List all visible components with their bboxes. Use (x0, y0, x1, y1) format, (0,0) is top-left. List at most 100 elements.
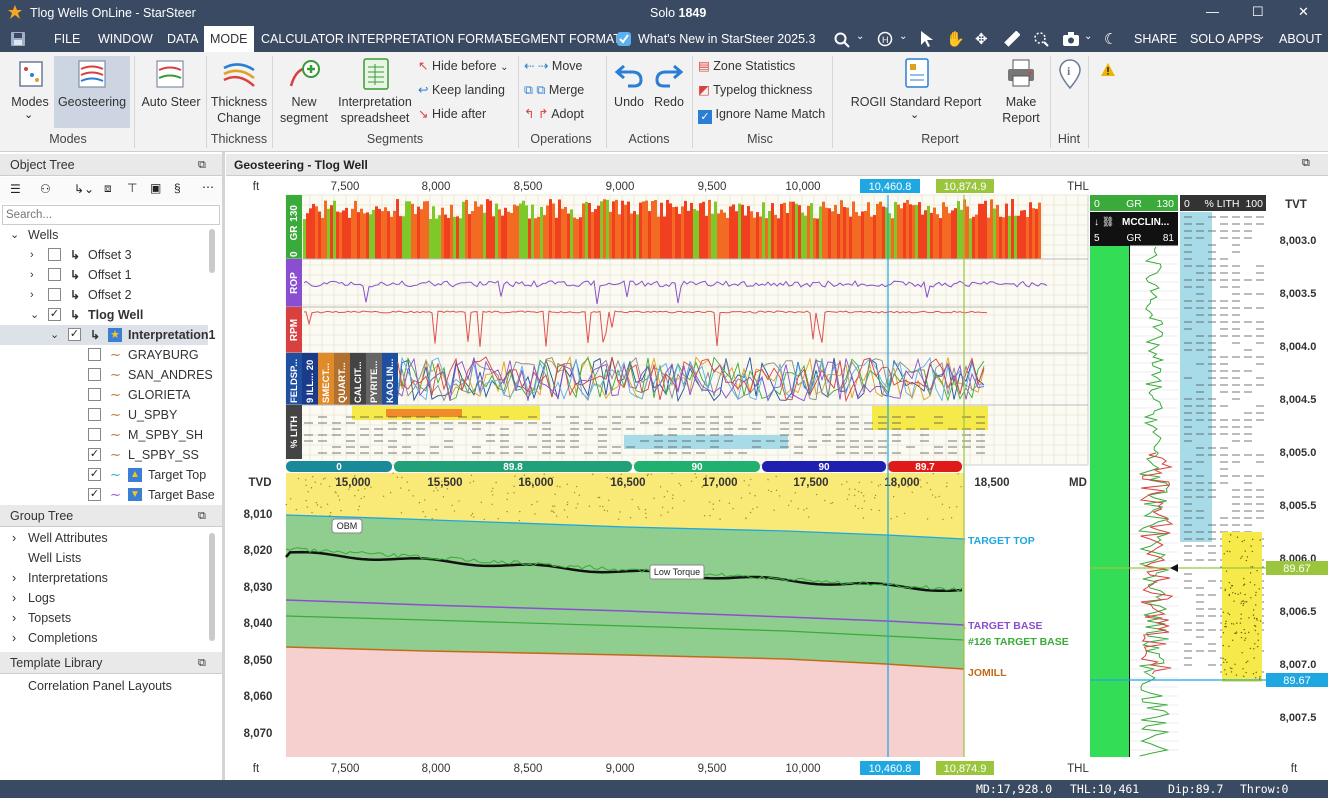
visibility-checkbox[interactable]: ✓ (88, 468, 101, 481)
group-icon[interactable]: ⚇ (40, 182, 51, 196)
undock-icon[interactable]: ⧉ (198, 657, 206, 669)
redo-icon[interactable] (654, 60, 684, 91)
visibility-checkbox[interactable] (48, 268, 61, 281)
search-icon[interactable] (834, 32, 850, 51)
chevron-down-icon[interactable]: ⌄ (50, 329, 60, 341)
chevron-down-icon[interactable]: ⌄ (500, 62, 509, 73)
object-tree-row[interactable]: ✓ ∼ ▼ Target Base (0, 485, 215, 501)
modes-icon[interactable] (18, 60, 44, 91)
interp-filter-icon[interactable]: § (174, 181, 181, 195)
geosteering-view[interactable]: ft 7,500 8,000 8,500 9,000 9,500 10,000 10,460.… (226, 177, 1328, 780)
maximize-button[interactable]: ☐ (1252, 4, 1264, 19)
chevron-down-icon[interactable]: ⌄ (24, 109, 34, 121)
pan-hand-icon[interactable]: ✋ (946, 31, 965, 48)
object-tree-row[interactable]: › ↳ Offset 3 (0, 245, 208, 265)
undock-icon[interactable]: ⧉ (198, 510, 206, 522)
panel-divider[interactable] (222, 152, 225, 780)
menu-file[interactable]: FILE (54, 32, 81, 46)
object-tree-search-input[interactable] (2, 205, 220, 225)
object-tree-row[interactable]: ∼ GLORIETA (0, 385, 208, 405)
object-tree-row[interactable]: ⌄ ✓ ↳ Tlog Well (0, 305, 208, 325)
merge-button[interactable]: ⧉ ⧉ Merge (524, 80, 584, 100)
group-tree-row[interactable]: Well Lists (0, 548, 208, 568)
object-tree-row[interactable]: ✓ ∼ L_SPBY_SS (0, 445, 208, 465)
typelog-thickness-button[interactable]: ◩ Typelog thickness (698, 80, 812, 100)
object-tree-row[interactable]: › ↳ Offset 1 (0, 265, 208, 285)
ruler-icon[interactable] (1004, 30, 1021, 50)
group-tree-row[interactable]: › Completions (0, 628, 208, 648)
camera-icon[interactable] (1062, 31, 1080, 50)
object-tree-row[interactable]: ∼ U_SPBY (0, 405, 208, 425)
chevron-right-icon[interactable]: › (30, 289, 34, 301)
move-button[interactable]: ⇠ ⇢ Move (524, 56, 582, 76)
lasso-zoom-icon[interactable] (1033, 31, 1049, 50)
chevron-down-icon[interactable]: ⌄ (1084, 31, 1093, 42)
object-tree-row[interactable]: ✓ ∼ ▲ Target Top (0, 465, 208, 485)
chevron-down-icon[interactable]: ⌄ (899, 31, 908, 42)
keep-landing-button[interactable]: ↩ Keep landing (418, 80, 505, 100)
group-tree-row[interactable]: › Interpretations (0, 568, 208, 588)
undo-icon[interactable] (614, 60, 644, 91)
modes-button[interactable]: Modes (11, 95, 49, 109)
minimize-button[interactable]: — (1206, 4, 1219, 19)
ignore-name-match-checkbox[interactable]: ✓ Ignore Name Match (698, 104, 825, 124)
object-tree-row[interactable]: ⌄ ✓ ↳ ★ Interpretation1 (0, 325, 216, 345)
pointer-icon[interactable] (919, 30, 935, 51)
new-segment-button[interactable]: New segment (280, 95, 328, 125)
chevron-right-icon[interactable]: › (30, 249, 34, 261)
menu-solo-apps[interactable]: SOLO APPS (1190, 32, 1261, 46)
redo-button[interactable]: Redo (654, 95, 684, 109)
correlation-panel-layouts[interactable]: Correlation Panel Layouts (28, 679, 172, 693)
group-tree-row[interactable]: › Topsets (0, 608, 208, 628)
visibility-checkbox[interactable] (88, 368, 101, 381)
whats-new-link[interactable]: What's New in StarSteer 2025.3 (638, 32, 816, 46)
chevron-right-icon[interactable]: › (12, 531, 17, 545)
chevron-down-icon[interactable]: ⌄ (30, 309, 40, 321)
move-arrows-icon[interactable]: ✥ (975, 31, 988, 48)
chevron-down-icon[interactable]: ⌄ (910, 109, 920, 121)
chevron-right-icon[interactable]: › (12, 611, 17, 625)
dark-mode-icon[interactable]: ☾ (1104, 31, 1118, 48)
chevron-down-icon[interactable]: ⌄ (856, 31, 865, 42)
visibility-checkbox[interactable]: ✓ (88, 488, 101, 501)
report-icon[interactable] (904, 58, 930, 91)
geosteering-canvas[interactable]: ft 7,500 8,000 8,500 9,000 9,500 10,000 10,460.… (226, 177, 1328, 780)
menu-mode[interactable]: MODE (204, 26, 254, 52)
object-tree-row[interactable]: ∼ GRAYBURG (0, 345, 208, 365)
visibility-checkbox[interactable] (48, 288, 61, 301)
filter-icon[interactable]: ☰ (10, 182, 21, 196)
menu-window[interactable]: WINDOW (98, 32, 153, 46)
visibility-checkbox[interactable] (88, 388, 101, 401)
whats-new-icon[interactable] (616, 31, 632, 50)
object-tree-scrollbar[interactable] (209, 229, 215, 273)
chevron-right-icon[interactable]: › (30, 269, 34, 281)
menu-interpretation-format[interactable]: INTERPRETATION FORMAT (347, 32, 510, 46)
chevron-right-icon[interactable]: › (12, 631, 17, 645)
chevron-down-icon[interactable]: ⌄ (10, 229, 20, 241)
make-report-button[interactable]: Make Report (1002, 95, 1040, 125)
visibility-checkbox[interactable] (48, 248, 61, 261)
zone-statistics-button[interactable]: ▤ Zone Statistics (698, 56, 795, 76)
visibility-checkbox[interactable] (88, 348, 101, 361)
object-tree-row[interactable]: ∼ SAN_ANDRES (0, 365, 213, 385)
menu-data[interactable]: DATA (167, 32, 199, 46)
adopt-button[interactable]: ↰ ↱ Adopt (524, 104, 584, 124)
menu-about[interactable]: ABOUT (1279, 32, 1323, 46)
chevron-down-icon[interactable]: ⌄ (1257, 31, 1266, 42)
chevron-right-icon[interactable]: › (12, 591, 17, 605)
group-tree-row[interactable]: › Logs (0, 588, 208, 608)
undo-button[interactable]: Undo (614, 95, 644, 109)
object-tree-row[interactable]: ∼ M_SPBY_SH (0, 425, 208, 445)
printer-icon[interactable] (1006, 58, 1036, 91)
hide-before-button[interactable]: ↖ Hide before ⌄ (418, 56, 508, 76)
chevron-right-icon[interactable]: › (12, 571, 17, 585)
visibility-checkbox[interactable]: ✓ (48, 308, 61, 321)
save-icon[interactable] (10, 31, 26, 50)
visibility-checkbox[interactable]: ✓ (68, 328, 81, 341)
new-segment-icon[interactable] (288, 58, 322, 93)
menu-segment-format[interactable]: SEGMENT FORMAT (504, 32, 621, 46)
visibility-checkbox[interactable]: ✓ (88, 448, 101, 461)
hint-icon[interactable]: i (1056, 58, 1084, 93)
group-tree-row[interactable]: › Well Attributes (0, 528, 208, 548)
spreadsheet-icon[interactable] (362, 58, 390, 93)
